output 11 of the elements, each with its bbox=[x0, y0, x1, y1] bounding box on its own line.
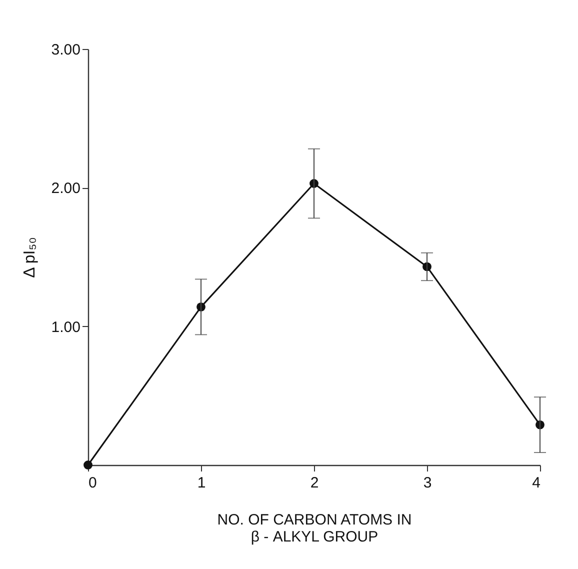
y-tick-label: 2.00 bbox=[51, 180, 80, 198]
x-tick-label: 1 bbox=[197, 474, 206, 492]
x-tick-label: 3 bbox=[423, 474, 432, 492]
x-tick-label: 4 bbox=[532, 474, 540, 492]
point bbox=[84, 460, 92, 470]
x-tick-label: 0 bbox=[88, 474, 97, 492]
x-axis-title: NO. OF CARBON ATOMS IN β - ALKYL GROUP bbox=[217, 512, 412, 546]
x-tick-label: 2 bbox=[310, 474, 319, 492]
y-tick-label: 1.00 bbox=[51, 318, 80, 336]
y-axis-title: Δ pI₅₀ bbox=[21, 237, 38, 278]
y-tick-label: 3.00 bbox=[51, 42, 80, 58]
